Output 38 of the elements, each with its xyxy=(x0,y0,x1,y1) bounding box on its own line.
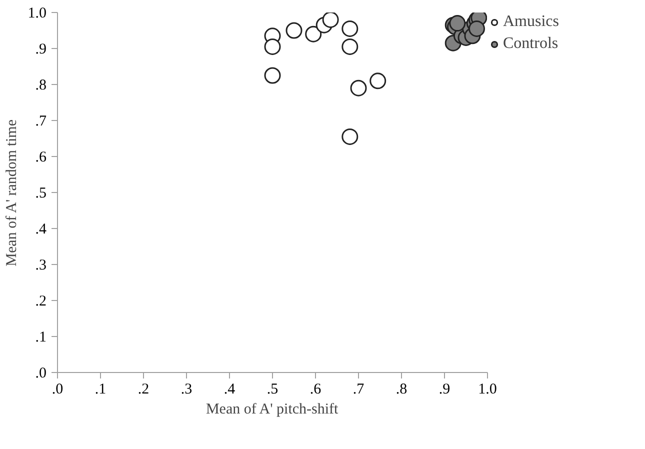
y-tick-label: .0 xyxy=(35,366,46,382)
y-tick-label: 1.0 xyxy=(28,6,46,22)
y-axis-title: Mean of A' random time xyxy=(4,119,20,266)
x-axis-title: Mean of A' pitch-shift xyxy=(206,402,340,418)
point xyxy=(449,15,466,32)
x-tick-label: .2 xyxy=(138,382,150,398)
point xyxy=(286,22,302,39)
x-tick-label: .5 xyxy=(266,382,278,398)
legend-label: Amusics xyxy=(503,13,559,31)
x-tick-label: .1 xyxy=(94,382,106,398)
y-tick-label: .8 xyxy=(35,78,46,94)
point xyxy=(468,20,485,37)
y-tick-label: .5 xyxy=(35,186,46,202)
x-tick-label: 1.0 xyxy=(478,382,497,398)
y-tick-label: .1 xyxy=(35,330,46,346)
x-tick-label: .6 xyxy=(310,382,322,398)
point xyxy=(322,12,339,28)
point xyxy=(350,80,367,96)
point xyxy=(342,20,358,37)
point xyxy=(342,38,358,55)
point xyxy=(264,38,281,55)
y-tick-label: .4 xyxy=(35,222,47,238)
y-tick-label: .6 xyxy=(35,150,47,166)
x-tick-label: .3 xyxy=(180,382,192,398)
y-tick-label: .2 xyxy=(35,294,46,310)
x-tick-label: .7 xyxy=(352,382,365,398)
point xyxy=(370,72,386,90)
y-tick-label: .9 xyxy=(35,42,46,58)
point xyxy=(305,26,322,42)
point xyxy=(342,128,358,145)
x-tick-label: .9 xyxy=(438,382,450,398)
y-tick-label: .7 xyxy=(35,114,47,130)
x-tick-label: .8 xyxy=(396,382,408,398)
x-tick-label: .0 xyxy=(52,382,64,398)
point xyxy=(264,67,281,84)
y-tick-label: .3 xyxy=(35,258,46,274)
x-tick-label: .4 xyxy=(224,382,236,398)
legend-label: Controls xyxy=(503,35,558,53)
